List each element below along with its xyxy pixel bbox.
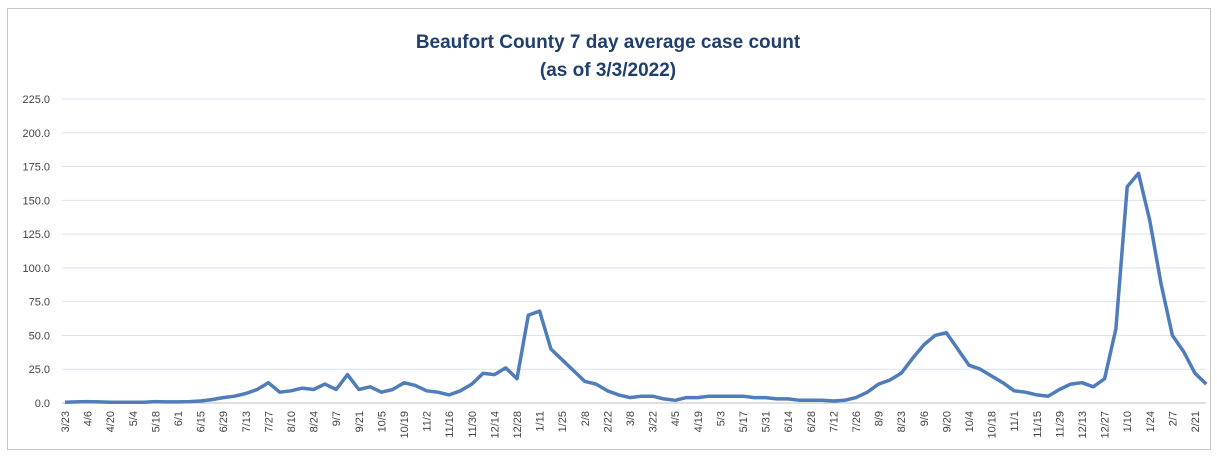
y-tick-label: 50.0 (29, 330, 50, 342)
x-tick-label: 11/16 (444, 411, 456, 438)
x-tick-label: 1/10 (1122, 411, 1134, 432)
x-tick-label: 10/19 (399, 411, 411, 439)
x-tick-label: 6/15 (196, 411, 208, 432)
x-tick-label: 11/2 (422, 411, 434, 432)
x-tick-label: 11/15 (1032, 411, 1044, 438)
x-tick-label: 9/6 (919, 411, 931, 426)
x-tick-label: 1/25 (557, 411, 569, 432)
x-tick-label: 10/18 (987, 411, 999, 439)
x-tick-label: 5/18 (150, 411, 162, 432)
x-tick-label: 12/14 (489, 411, 501, 439)
x-tick-label: 6/1 (173, 411, 185, 426)
x-tick-label: 5/31 (761, 411, 773, 432)
x-tick-label: 6/28 (806, 411, 818, 432)
x-tick-label: 4/5 (670, 411, 682, 426)
data-line (64, 171, 1208, 405)
x-tick-label: 9/21 (354, 411, 366, 432)
x-tick-label: 11/1 (1009, 411, 1021, 432)
x-tick-label: 2/8 (580, 411, 592, 426)
x-tick-label: 2/22 (602, 411, 614, 432)
x-tick-label: 4/20 (105, 411, 117, 432)
x-tick-label: 3/8 (625, 411, 637, 426)
x-tick-label: 9/20 (941, 411, 953, 432)
x-tick-label: 1/24 (1145, 411, 1157, 432)
x-tick-label: 12/27 (1100, 411, 1112, 439)
x-tick-label: 7/27 (263, 411, 275, 432)
x-tick-label: 8/23 (896, 411, 908, 432)
y-tick-label: 225.0 (22, 94, 50, 106)
x-tick-label: 8/10 (286, 411, 298, 432)
x-tick-label: 12/28 (512, 411, 524, 439)
y-tick-label: 75.0 (29, 297, 50, 309)
x-tick-label: 9/7 (331, 411, 343, 426)
x-tick-label: 11/29 (1054, 411, 1066, 438)
x-tick-label: 10/5 (376, 411, 388, 432)
y-tick-label: 150.0 (22, 195, 50, 207)
y-tick-label: 100.0 (22, 263, 50, 275)
x-tick-label: 5/3 (715, 411, 727, 426)
x-tick-label: 1/11 (535, 411, 547, 432)
y-tick-label: 125.0 (22, 229, 50, 241)
x-tick-label: 11/30 (467, 411, 479, 438)
x-tick-label: 8/24 (309, 411, 321, 432)
y-tick-label: 200.0 (22, 128, 50, 140)
x-tick-label: 7/12 (828, 411, 840, 432)
x-tick-label: 4/19 (693, 411, 705, 432)
x-tick-label: 7/13 (241, 411, 253, 432)
chart-subtitle: (as of 3/3/2022) (540, 60, 676, 81)
y-tick-label: 175.0 (22, 162, 50, 174)
chart-title: Beaufort County 7 day average case count (416, 32, 801, 53)
x-tick-label: 5/17 (738, 411, 750, 432)
x-tick-label: 10/4 (964, 411, 976, 432)
x-tick-label: 12/13 (1077, 411, 1089, 439)
chart-border (7, 8, 1211, 450)
x-tick-label: 2/7 (1167, 411, 1179, 426)
x-tick-label: 4/6 (83, 411, 95, 426)
y-tick-label: 0.0 (35, 398, 50, 410)
x-tick-label: 7/26 (851, 411, 863, 432)
x-tick-label: 3/22 (648, 411, 660, 432)
x-tick-label: 3/23 (60, 411, 72, 432)
x-tick-label: 8/9 (874, 411, 886, 426)
x-tick-label: 5/4 (128, 411, 140, 426)
x-tick-label: 2/21 (1190, 411, 1202, 432)
y-tick-label: 25.0 (29, 364, 50, 376)
x-tick-label: 6/29 (218, 411, 230, 432)
x-tick-label: 6/14 (783, 411, 795, 432)
